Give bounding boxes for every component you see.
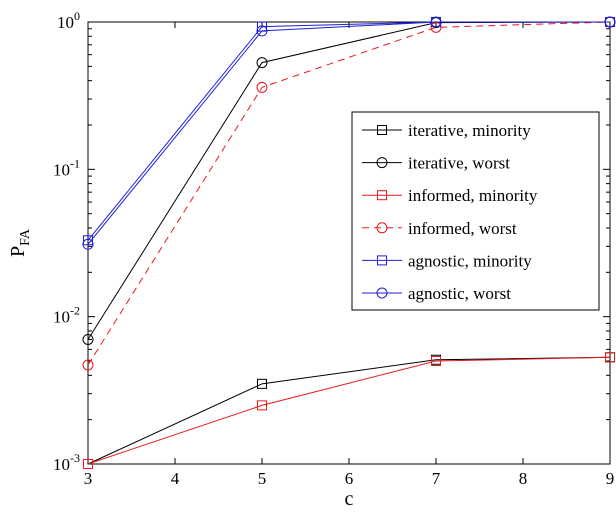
y-tick-label: 100 bbox=[57, 9, 80, 32]
svg-text:PFA: PFA bbox=[7, 228, 33, 257]
data-point bbox=[257, 400, 267, 411]
data-point bbox=[256, 25, 268, 37]
data-point bbox=[256, 81, 268, 93]
legend-label: agnostic, minority bbox=[408, 251, 532, 270]
x-tick-label: 3 bbox=[84, 469, 93, 488]
x-tick-label: 7 bbox=[432, 469, 441, 488]
data-point bbox=[431, 356, 441, 367]
legend-marker bbox=[376, 157, 388, 169]
legend-marker bbox=[377, 190, 387, 201]
series-line bbox=[87, 21, 610, 245]
legend-marker bbox=[377, 125, 387, 135]
data-point bbox=[430, 16, 442, 28]
x-tick-label: 4 bbox=[171, 469, 180, 488]
legend: iterative, minority iterative, worst infor… bbox=[351, 111, 600, 311]
data-point bbox=[256, 57, 268, 69]
legend-label: iterative, worst bbox=[408, 154, 510, 173]
data-point bbox=[604, 16, 616, 28]
series-3 bbox=[83, 352, 615, 469]
legend-item: agnostic, minority bbox=[362, 251, 532, 270]
legend-item: informed, minority bbox=[362, 186, 538, 205]
y-axis-label-sub: FA bbox=[18, 228, 33, 246]
data-point bbox=[82, 333, 94, 345]
data-point bbox=[257, 378, 267, 389]
legend-item: iterative, minority bbox=[362, 121, 531, 140]
series-line bbox=[87, 356, 611, 465]
data-point bbox=[605, 352, 615, 363]
legend-marker bbox=[376, 287, 388, 299]
data-point bbox=[83, 235, 93, 246]
data-point bbox=[82, 238, 94, 250]
legend-item: agnostic, worst bbox=[362, 284, 511, 303]
series-6 bbox=[82, 16, 616, 250]
legend-marker bbox=[377, 255, 387, 266]
legend-item: informed, worst bbox=[362, 219, 517, 238]
data-point bbox=[82, 359, 94, 371]
series-layer bbox=[82, 16, 616, 469]
data-point bbox=[83, 459, 93, 469]
x-tick-label: 6 bbox=[345, 469, 354, 488]
y-tick-label: 10-2 bbox=[53, 304, 80, 327]
legend-label: informed, minority bbox=[408, 186, 538, 205]
legend-label: agnostic, worst bbox=[408, 284, 511, 303]
y-axis-label: PFA bbox=[7, 228, 33, 257]
ticks: 3 4 5 6 7 8 9 10-3 10-2 10-1 100 bbox=[53, 9, 614, 488]
legend-box bbox=[351, 111, 600, 311]
y-tick-label: 10-1 bbox=[53, 156, 80, 179]
legend-item: iterative, worst bbox=[362, 154, 510, 173]
y-tick-label: 10-3 bbox=[53, 451, 80, 474]
legend-marker bbox=[376, 222, 388, 234]
legend-label: iterative, minority bbox=[408, 121, 531, 140]
y-axis-label-main: P bbox=[7, 246, 29, 257]
series-line bbox=[87, 356, 611, 465]
legend-label: informed, worst bbox=[408, 219, 517, 238]
x-axis-label: c bbox=[345, 488, 354, 510]
x-tick-label: 9 bbox=[606, 469, 615, 488]
x-tick-label: 8 bbox=[519, 469, 528, 488]
x-tick-label: 5 bbox=[258, 469, 267, 488]
